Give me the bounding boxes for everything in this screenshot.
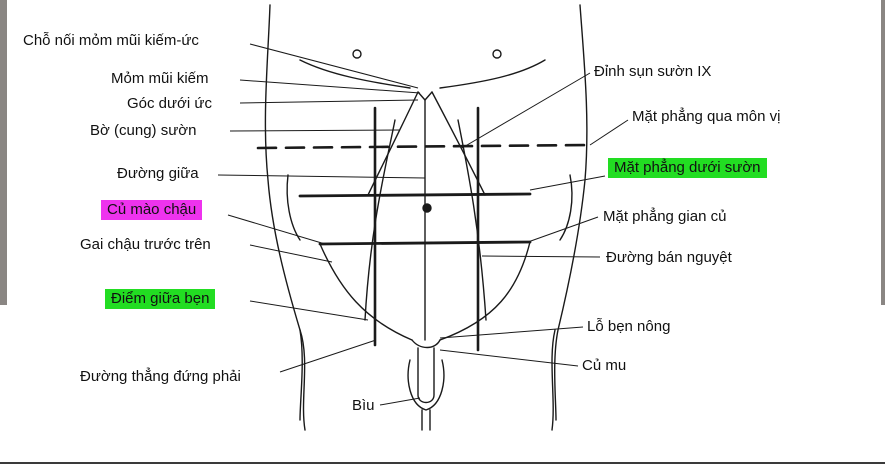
left-gray-strip [0, 0, 7, 305]
torso-right-outline [554, 4, 588, 421]
pubic-curve [411, 339, 441, 349]
left-costal-margin [367, 91, 419, 196]
label-transpyloric-plane: Mặt phẳng qua môn vị [632, 108, 781, 125]
left-inguinal-ligament [439, 241, 531, 341]
xiphoid [417, 91, 433, 102]
torso-left-outline [264, 4, 303, 421]
label-mid-inguinal-point: Điểm giữa bẹn [105, 289, 216, 309]
leader-asis [249, 244, 333, 263]
right-thigh [551, 329, 556, 431]
label-semilunar-line: Đường bán nguyệt [606, 249, 732, 266]
label-xiphoid-process: Mỏm mũi kiếm [111, 70, 209, 87]
label-subcostal-plane: Mặt phẳng dưới sườn [608, 158, 767, 178]
label-superficial-inguinal-ring: Lỗ bẹn nông [587, 318, 671, 335]
scrotum-shape [407, 359, 445, 411]
label-xiphisternal-joint: Chỗ nối mỏm mũi kiếm-ức [23, 32, 199, 49]
intertubercular-plane [318, 240, 532, 246]
label-asis: Gai chậu trước trên [80, 236, 211, 253]
leader-semilunar [481, 255, 601, 258]
left-pectoral [299, 59, 411, 89]
umbilicus [422, 203, 432, 213]
right-gray-strip [881, 0, 885, 305]
transpyloric-plane [256, 143, 592, 150]
label-ninth-costal-cartilage: Đỉnh sụn sườn IX [594, 63, 712, 80]
leader-iliac-tubercle [227, 214, 326, 245]
leader-pubic-tubercle [439, 349, 579, 367]
leader-midline [217, 174, 426, 179]
leader-intertubercular [527, 216, 599, 243]
label-infrasternal-angle: Góc dưới ức [127, 95, 212, 112]
right-semilunar-line [457, 119, 487, 321]
leader-infrasternal [239, 99, 419, 104]
label-midline: Đường giữa [117, 165, 199, 182]
leader-inguinal-ring [439, 326, 584, 339]
leader-right-vertical [279, 339, 377, 373]
label-costal-margin: Bờ (cung) sườn [90, 122, 197, 139]
right-inguinal-ligament [319, 243, 413, 341]
leader-xiphoid [239, 79, 421, 94]
left-flank [286, 174, 301, 241]
penis [417, 347, 435, 404]
leader-ninth-cartilage [461, 72, 591, 149]
label-right-vertical-line: Đường thẳng đứng phải [80, 368, 241, 385]
leader-scrotum [379, 397, 421, 406]
leader-costal [229, 129, 401, 132]
right-pectoral [439, 59, 546, 89]
label-iliac-tubercle: Củ mào chậu [101, 200, 203, 220]
bottom-rule [0, 462, 885, 464]
leader-subcostal [529, 175, 606, 191]
leader-xiphisternal [249, 43, 419, 89]
leader-midinguinal [249, 300, 369, 321]
label-scrotum: Bìu [352, 397, 375, 414]
label-intertubercular-plane: Mặt phẳng gian củ [603, 208, 727, 225]
right-nipple [492, 49, 502, 59]
subcostal-plane [298, 192, 532, 198]
left-nipple [352, 49, 362, 59]
left-thigh [299, 329, 306, 431]
label-pubic-tubercle: Củ mu [582, 357, 627, 374]
leader-transpyloric [589, 119, 629, 146]
left-semilunar-line [364, 119, 396, 321]
